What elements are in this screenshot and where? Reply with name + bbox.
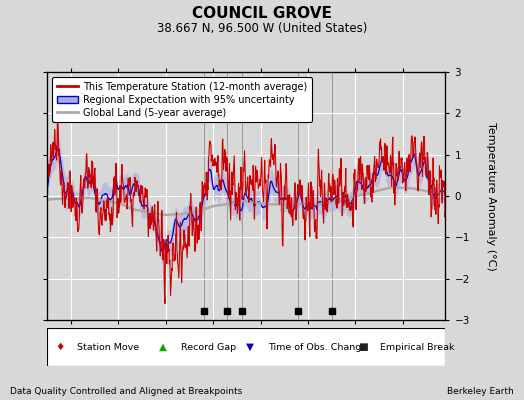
Text: Empirical Break: Empirical Break: [380, 342, 454, 352]
Text: Berkeley Earth: Berkeley Earth: [447, 387, 514, 396]
Y-axis label: Temperature Anomaly (°C): Temperature Anomaly (°C): [486, 122, 496, 270]
Legend: This Temperature Station (12-month average), Regional Expectation with 95% uncer: This Temperature Station (12-month avera…: [52, 77, 312, 122]
Text: COUNCIL GROVE: COUNCIL GROVE: [192, 6, 332, 21]
Text: ■: ■: [358, 342, 367, 352]
Text: ▼: ▼: [246, 342, 254, 352]
Text: ▲: ▲: [159, 342, 167, 352]
Text: Record Gap: Record Gap: [181, 342, 236, 352]
Text: Time of Obs. Change: Time of Obs. Change: [268, 342, 367, 352]
Text: Station Move: Station Move: [77, 342, 139, 352]
Text: ♦: ♦: [55, 342, 64, 352]
Text: 38.667 N, 96.500 W (United States): 38.667 N, 96.500 W (United States): [157, 22, 367, 35]
Text: Data Quality Controlled and Aligned at Breakpoints: Data Quality Controlled and Aligned at B…: [10, 387, 243, 396]
